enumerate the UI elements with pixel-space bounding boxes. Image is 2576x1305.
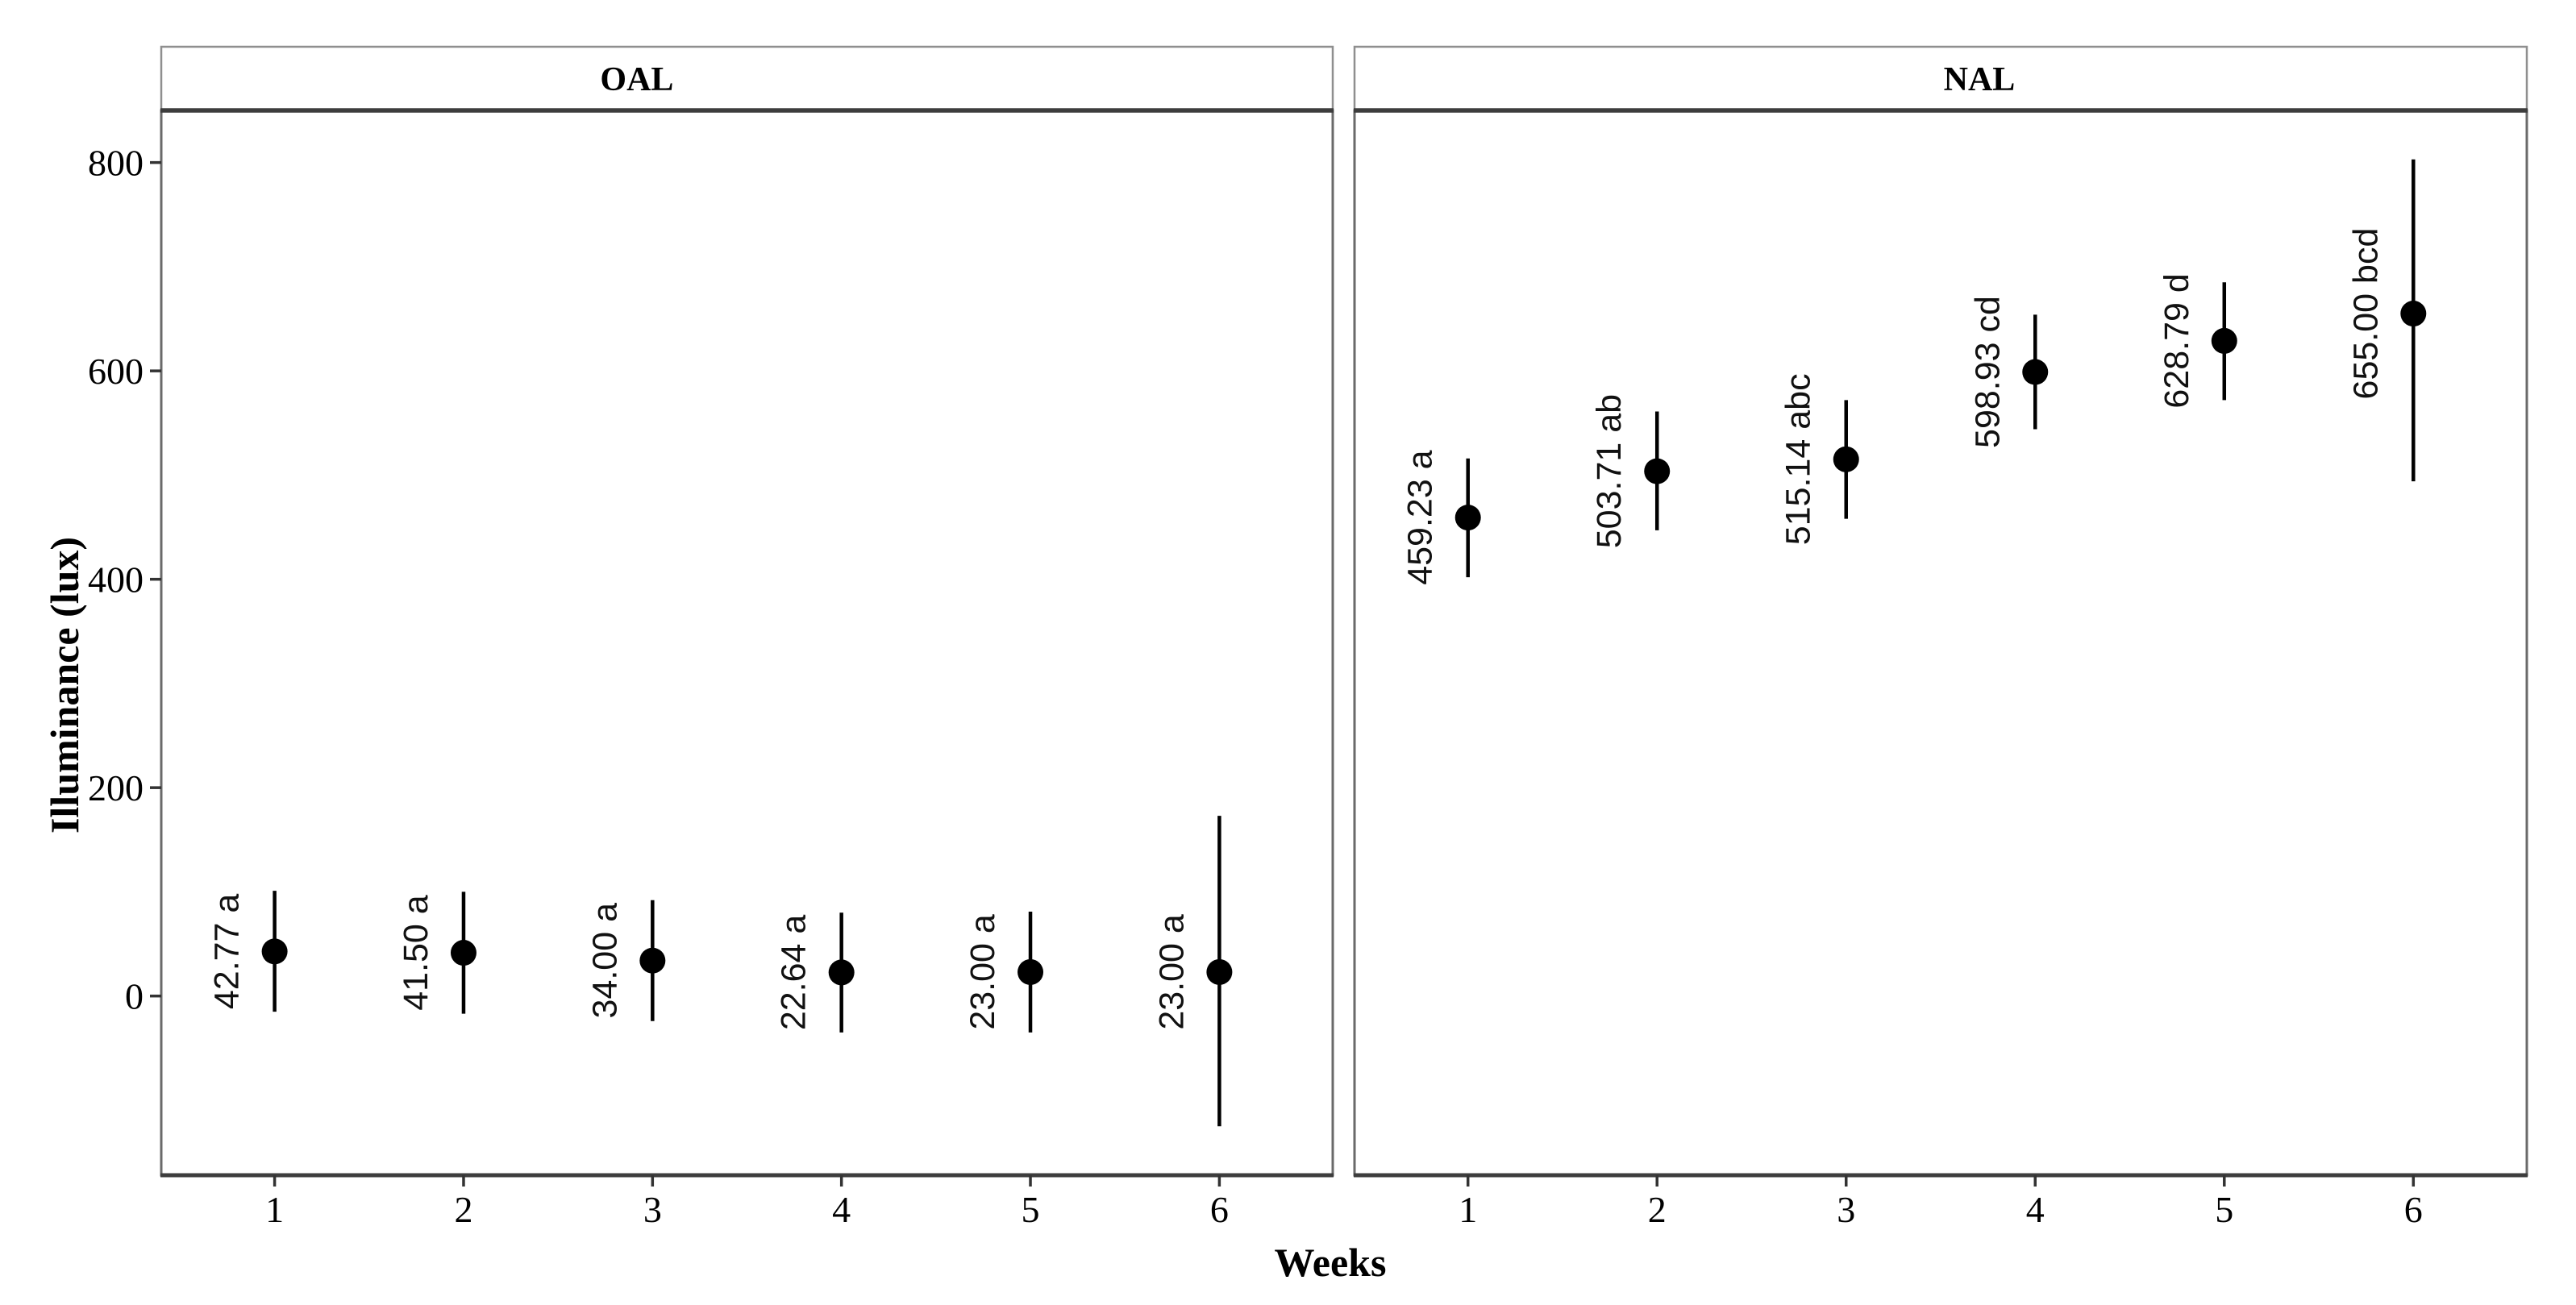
y-axis-title: Illuminance (lux) [42,536,87,834]
point-value-label: 598.93 cd [1968,296,2007,448]
mean-dot [1454,505,1481,531]
x-tick-label: 2 [1648,1189,1667,1230]
x-tick-label: 5 [1022,1189,1040,1230]
x-tick-label: 3 [643,1189,662,1230]
x-tick-label: 1 [1459,1189,1477,1230]
mean-dot [1017,958,1044,985]
x-axis-title: Weeks [1274,1240,1387,1285]
x-tick-label: 4 [2026,1189,2045,1230]
point-value-label: 655.00 bcd [2346,228,2385,400]
mean-dot [639,947,666,974]
mean-dot [1833,446,1859,472]
mean-dot [2022,359,2049,385]
point-value-label: 628.79 d [2158,273,2196,408]
y-tick-label: 800 [88,142,144,183]
mean-dot [450,940,476,966]
panel-border [1353,109,2528,1177]
point-value-label: 22.64 a [775,915,814,1031]
point-value-label: 23.00 a [963,914,1002,1030]
x-tick-label: 5 [2215,1189,2233,1230]
mean-dot [2400,301,2427,327]
x-tick-label: 6 [1210,1189,1229,1230]
y-tick-label: 600 [88,351,144,392]
facet-strip [160,45,1334,112]
y-tick-label: 400 [88,559,144,600]
y-tick-label: 200 [88,767,144,808]
point-value-label: 41.50 a [397,895,435,1011]
point-value-label: 34.00 a [585,903,624,1019]
point-value-label: 42.77 a [208,894,247,1010]
facet-strip [1353,45,2528,112]
mean-dot [261,938,288,965]
mean-dot [1206,958,1233,985]
x-tick-label: 3 [1837,1189,1855,1230]
x-tick-label: 4 [832,1189,851,1230]
point-value-label: 515.14 abc [1779,373,1818,545]
mean-dot [828,959,855,986]
point-value-label: 459.23 a [1401,450,1440,584]
panel-border [160,109,1334,1177]
x-tick-label: 2 [454,1189,472,1230]
mean-dot [1644,458,1671,484]
x-tick-label: 1 [265,1189,284,1230]
facet-strip-label: OAL [600,61,673,98]
point-value-label: 23.00 a [1152,914,1191,1030]
mean-dot [2211,327,2237,354]
x-tick-label: 6 [2404,1189,2423,1230]
y-tick-label: 0 [125,975,144,1016]
facet-strip-label: NAL [1944,61,2016,98]
point-value-label: 503.71 ab [1590,394,1629,548]
